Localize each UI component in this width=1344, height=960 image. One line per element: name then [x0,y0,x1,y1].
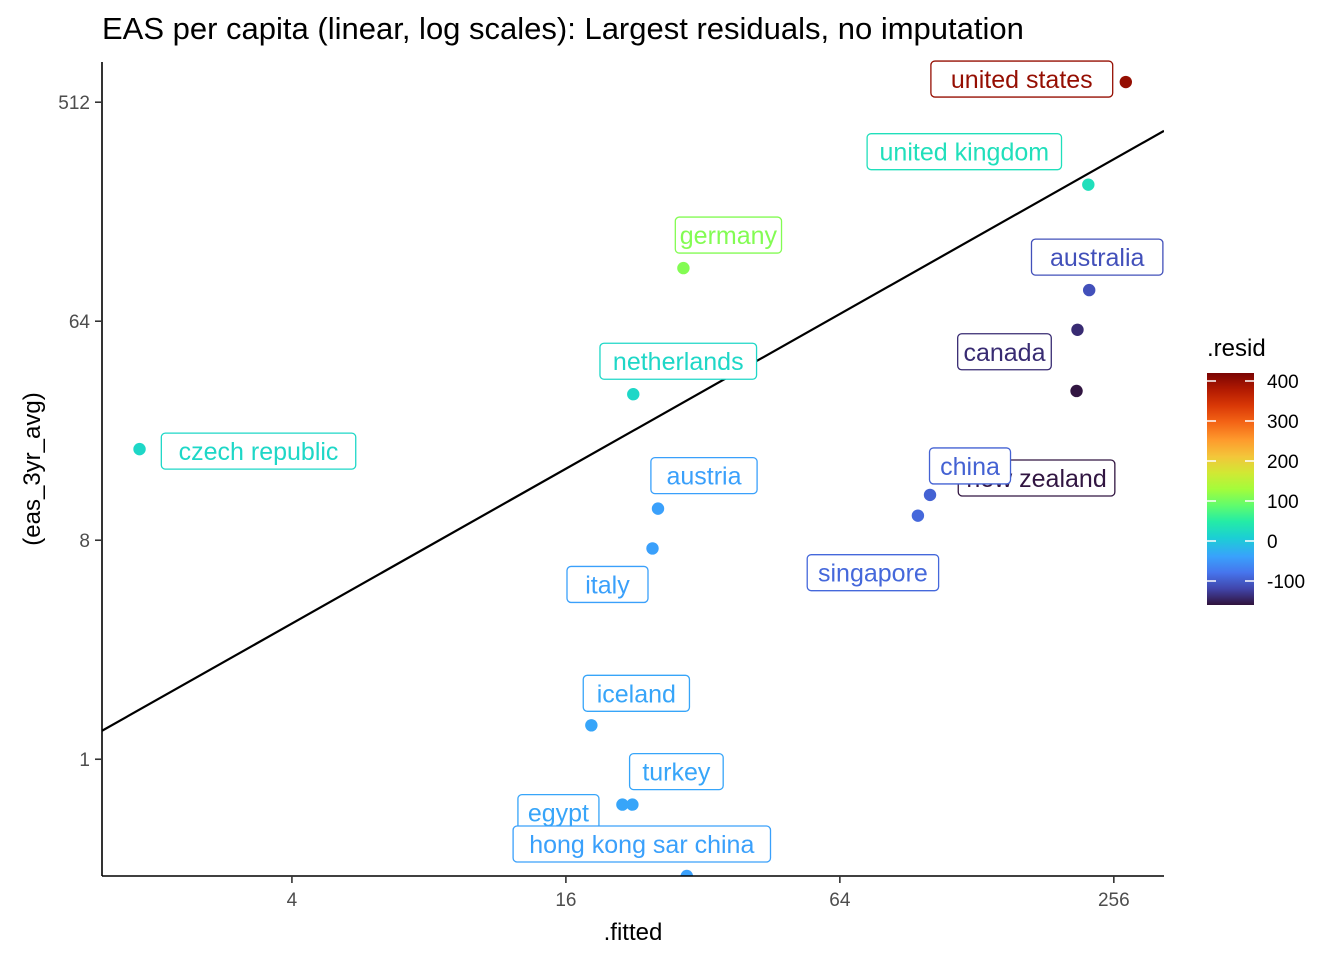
point-label-box [674,216,783,254]
point-label-box [566,565,649,604]
data-point [133,442,146,456]
point-label-box [928,447,1012,485]
point-label: hong kong sar china [512,825,772,863]
point-label: united kingdom [866,133,1063,171]
point-label-text: australia [1050,244,1145,272]
y-tick-label: 512 [58,93,90,114]
point-label: canada [957,333,1052,371]
point-label-box [866,133,1063,171]
point-label-box [582,674,691,712]
data-point [627,388,640,401]
y-tick-label: 1 [79,750,90,771]
point-label-text: canada [963,339,1045,367]
point-label-box [628,752,724,791]
point-label-text: hong kong sar china [529,831,754,859]
data-point [626,798,639,811]
point-label-box [160,432,357,470]
data-point [1071,323,1084,336]
point-label-box [512,825,772,863]
data-point [1082,283,1096,297]
point-label: iceland [582,674,691,712]
data-point [646,542,659,555]
legend-tick-label: 100 [1267,492,1299,513]
point-label-box [930,60,1114,98]
x-tick-label: 16 [555,890,576,911]
point-label: turkey [628,752,724,791]
color-legend: .resid 400 300 200 100 0 -100 [1207,335,1305,605]
x-tick-label: 256 [1098,890,1130,911]
chart-title: EAS per capita (linear, log scales): Lar… [102,11,1024,46]
point-label-box [599,342,758,380]
data-point [1119,75,1133,89]
point-label-text: china [940,453,1000,481]
point-label-text: germany [680,222,778,250]
point-label-text: singapore [818,560,928,588]
point-label-text: austria [666,463,741,491]
point-label-text: egypt [528,800,589,828]
data-point [677,261,690,275]
point-label-text: czech republic [179,438,339,466]
data-point [923,488,937,502]
legend-tick-label: 0 [1267,532,1278,553]
x-tick-label: 4 [287,890,298,911]
point-label-text: united states [951,66,1093,94]
y-tick-label: 8 [79,531,90,552]
legend-tick-label: 400 [1267,372,1299,393]
point-label-text: iceland [597,680,676,708]
y-tick-label: 64 [69,312,91,333]
data-point [1070,384,1083,398]
x-tick-label: 64 [829,890,851,911]
point-label-box [806,554,940,592]
point-label: austria [650,456,758,495]
data-point [616,798,629,811]
point-label: czech republic [160,432,357,470]
point-label-box [650,456,758,495]
point-label-text: netherlands [613,348,744,376]
point-label-text: turkey [642,759,711,787]
y-axis-title: (eas_3yr_avg) [19,392,46,545]
point-label: australia [1030,238,1164,276]
point-label-text: italy [585,571,630,599]
regression-line [102,129,1164,732]
point-label: united states [930,60,1114,98]
point-label-box [957,333,1052,371]
legend-colorbar [1207,373,1254,605]
point-label: germany [674,216,783,254]
data-point [585,719,598,732]
point-label: singapore [806,554,940,592]
point-label: netherlands [599,342,758,380]
data-point [680,869,693,876]
data-point [651,502,665,515]
x-axis-title: .fitted [604,919,663,946]
data-point [911,509,925,522]
legend-tick-label: 200 [1267,452,1299,473]
legend-tick-label: -100 [1267,572,1305,593]
point-label-text: united kingdom [880,139,1050,167]
legend-title: .resid [1207,335,1266,362]
point-label-box [1030,238,1164,276]
point-label: italy [566,565,649,604]
point-label: egypt [517,793,600,832]
data-point [1082,178,1095,191]
legend-tick-label: 300 [1267,412,1299,433]
point-label: china [928,447,1012,485]
